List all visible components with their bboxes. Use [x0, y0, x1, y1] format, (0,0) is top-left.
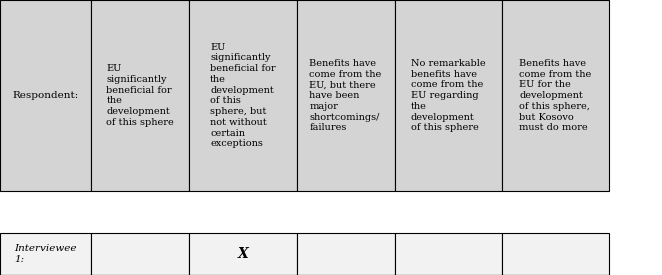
Bar — [91, 233, 189, 275]
Text: Interviewee
1:: Interviewee 1: — [15, 244, 77, 264]
Bar — [297, 233, 395, 275]
Bar — [297, 0, 395, 191]
Bar — [189, 233, 297, 275]
Bar — [395, 0, 502, 191]
Text: No remarkable
benefits have
come from the
EU regarding
the
development
of this s: No remarkable benefits have come from th… — [411, 59, 485, 132]
Text: Benefits have
come from the
EU, but there
have been
major
shortcomings/
failures: Benefits have come from the EU, but ther… — [309, 59, 382, 132]
Bar — [91, 0, 189, 191]
Text: EU
significantly
beneficial for
the
development
of this sphere: EU significantly beneficial for the deve… — [107, 64, 174, 127]
Bar — [0, 0, 91, 191]
Bar — [189, 0, 297, 191]
Bar — [502, 233, 609, 275]
Text: EU
significantly
beneficial for
the
development
of this
sphere, but
not without
: EU significantly beneficial for the deve… — [210, 43, 276, 148]
Text: Benefits have
come from the
EU for the
development
of this sphere,
but Kosovo
mu: Benefits have come from the EU for the d… — [519, 59, 592, 132]
Bar — [395, 233, 502, 275]
Bar — [502, 0, 609, 191]
Bar — [0, 233, 91, 275]
Text: Respondent:: Respondent: — [13, 91, 79, 100]
Text: X: X — [238, 247, 248, 261]
